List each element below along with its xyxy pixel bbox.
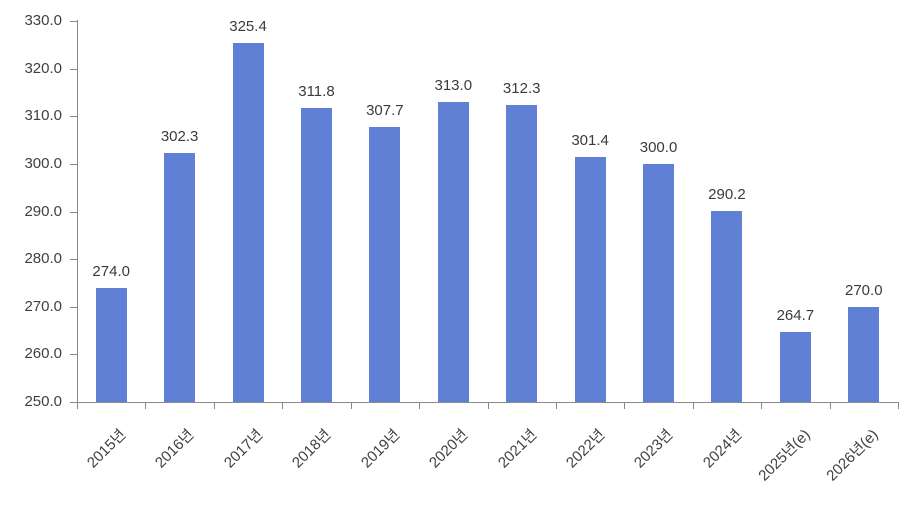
x-tick-mark xyxy=(555,403,557,409)
bar-value-label: 290.2 xyxy=(708,185,746,203)
bar-value-label: 312.3 xyxy=(502,80,541,98)
y-axis-tick-label: 280.0 xyxy=(24,250,62,268)
bar-value-label: 311.8 xyxy=(298,82,335,100)
bar-value-label: 307.7 xyxy=(366,102,404,120)
bar-value-label: 325.4 xyxy=(229,17,267,35)
bar-2018년 xyxy=(300,107,332,402)
bar-value-label: 274.0 xyxy=(92,262,130,280)
y-axis-tick-label: 250.0 xyxy=(24,393,62,410)
bar-2023년 xyxy=(643,163,675,402)
bar-2024년 xyxy=(711,210,743,402)
x-axis-category-label: 2021년 xyxy=(494,426,540,472)
y-tick-mark xyxy=(70,21,77,22)
bar-2026년(e) xyxy=(848,306,880,402)
bar-2021년 xyxy=(506,105,538,402)
y-tick-mark xyxy=(70,116,77,118)
y-axis-line xyxy=(77,20,78,403)
x-axis-category-label: 2026년(e) xyxy=(823,426,882,485)
y-tick-mark xyxy=(70,354,77,356)
x-tick-mark xyxy=(145,403,147,409)
x-tick-mark xyxy=(761,403,763,409)
y-tick-mark xyxy=(70,402,77,403)
bar-2020년 xyxy=(437,101,469,402)
y-axis-tick-label: 270.0 xyxy=(24,297,62,315)
x-tick-mark xyxy=(898,403,899,409)
x-axis-category-label: 2020년 xyxy=(426,426,472,472)
x-tick-mark xyxy=(624,403,626,409)
bar-2016년 xyxy=(164,152,196,402)
bar-2022년 xyxy=(574,157,606,402)
x-axis-line xyxy=(77,402,899,403)
y-tick-mark xyxy=(70,306,77,308)
y-tick-mark xyxy=(70,259,77,261)
x-tick-mark xyxy=(350,403,352,409)
x-axis-category-label: 2016년 xyxy=(152,426,198,472)
bar-2025년(e) xyxy=(779,331,811,402)
y-axis-tick-label: 290.0 xyxy=(24,202,62,220)
y-axis-tick-label: 260.0 xyxy=(24,345,62,363)
x-axis-category-label: 2018년 xyxy=(289,426,335,472)
y-axis-tick-label: 330.0 xyxy=(24,12,62,29)
x-axis-category-label: 2024년 xyxy=(699,426,746,472)
bar-value-label: 264.7 xyxy=(776,306,815,324)
y-axis-tick-label: 320.0 xyxy=(24,59,62,77)
x-tick-mark xyxy=(829,403,831,409)
y-tick-mark xyxy=(70,211,77,213)
bar-2019년 xyxy=(369,127,401,402)
bar-value-label: 301.4 xyxy=(571,132,609,150)
y-tick-mark xyxy=(70,163,77,165)
y-axis-tick-label: 310.0 xyxy=(24,107,62,125)
x-tick-mark xyxy=(282,403,284,409)
x-tick-mark xyxy=(419,403,421,409)
bar-2017년 xyxy=(232,42,264,402)
x-axis-category-label: 2015년 xyxy=(83,426,130,472)
x-tick-mark xyxy=(213,403,215,409)
x-tick-mark xyxy=(77,403,78,409)
x-tick-mark xyxy=(692,403,694,409)
x-tick-mark xyxy=(487,403,489,409)
x-axis-category-label: 2022년 xyxy=(562,426,609,472)
x-axis-category-label: 2019년 xyxy=(357,426,404,472)
bar-value-label: 300.0 xyxy=(639,138,678,156)
bar-value-label: 270.0 xyxy=(845,281,883,299)
x-axis-category-label: 2023년 xyxy=(631,426,677,472)
bar-value-label: 302.3 xyxy=(160,127,199,145)
bar-value-label: 313.0 xyxy=(434,76,473,94)
y-axis-tick-label: 300.0 xyxy=(24,154,62,172)
x-axis-category-label: 2025년(e) xyxy=(755,426,814,485)
y-tick-mark xyxy=(70,68,77,70)
bar-2015년 xyxy=(95,287,127,402)
x-axis-category-label: 2017년 xyxy=(220,426,267,472)
